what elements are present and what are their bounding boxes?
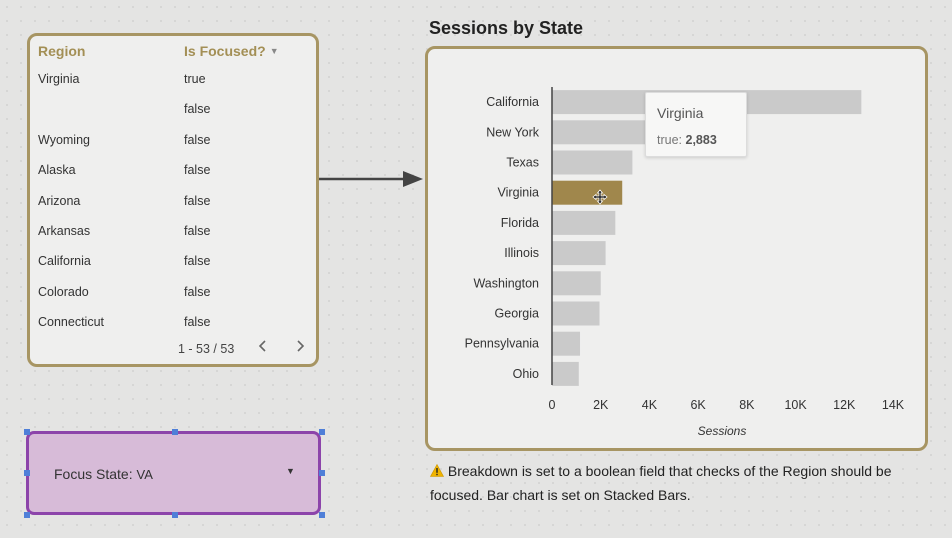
cell-is-focused: false <box>184 224 211 238</box>
bar-pennsylvania-false[interactable] <box>552 331 581 356</box>
table-row[interactable]: Colorado false <box>38 283 308 303</box>
category-label: Texas <box>506 156 539 170</box>
chevron-right-icon[interactable] <box>295 339 305 357</box>
cell-is-focused: false <box>184 163 211 177</box>
x-tick-label: 4K <box>642 398 658 412</box>
tooltip-title: Virginia <box>657 105 704 121</box>
filter-text: Focus State: VA <box>54 466 153 482</box>
chevron-left-icon[interactable] <box>258 339 268 357</box>
x-tick-label: 0 <box>549 398 556 412</box>
resize-handle[interactable] <box>172 429 178 435</box>
cell-is-focused: true <box>184 72 206 86</box>
cell-is-focused: false <box>184 102 211 116</box>
tooltip-line: true: 2,883 <box>657 133 717 147</box>
cell-region: Alaska <box>38 163 76 177</box>
category-label: Illinois <box>504 246 539 260</box>
cell-is-focused: false <box>184 194 211 208</box>
sort-desc-icon[interactable]: ▼ <box>269 46 279 56</box>
cell-is-focused: false <box>184 315 211 329</box>
chart-tooltip: Virginia true: 2,883 <box>645 92 747 157</box>
resize-handle[interactable] <box>24 512 30 518</box>
resize-handle[interactable] <box>24 429 30 435</box>
cell-is-focused: false <box>184 133 211 147</box>
region-table: Region Is Focused? ▼ Virginia true false W… <box>27 33 319 367</box>
note-text: Breakdown is set to a boolean field that… <box>430 463 892 503</box>
filter-label: Focus State <box>54 466 129 482</box>
category-label: Florida <box>501 216 539 230</box>
x-tick-label: 10K <box>784 398 807 412</box>
column-header-region[interactable]: Region <box>38 43 86 59</box>
pagination-label: 1 - 53 / 53 <box>178 342 235 356</box>
column-header-is-focused[interactable]: Is Focused? ▼ <box>184 43 279 59</box>
move-cursor-icon <box>592 189 608 205</box>
resize-handle[interactable] <box>319 429 325 435</box>
bar-florida-false[interactable] <box>552 210 616 235</box>
category-label: Virginia <box>498 186 540 200</box>
x-axis-title: Sessions <box>698 424 747 438</box>
filter-value: VA <box>136 467 153 482</box>
table-row[interactable]: Alaska false <box>38 161 308 181</box>
cell-region: California <box>38 254 91 268</box>
dropdown-caret-icon[interactable]: ▼ <box>286 466 295 476</box>
x-tick-label: 8K <box>739 398 755 412</box>
cell-region: Arizona <box>38 194 81 208</box>
warning-icon <box>430 464 444 477</box>
cell-is-focused: false <box>184 254 211 268</box>
cell-region: Colorado <box>38 285 89 299</box>
bar-chart[interactable]: California New York Texas Virginia Florida Il… <box>425 46 928 451</box>
bar-virginia-true[interactable] <box>552 180 623 205</box>
bar-washington-false[interactable] <box>552 271 601 296</box>
column-header-is-focused-label: Is Focused? <box>184 43 266 59</box>
resize-handle[interactable] <box>24 470 30 476</box>
table-row[interactable]: false <box>38 100 308 120</box>
category-label: Pennsylvania <box>465 337 539 351</box>
x-tick-label: 2K <box>593 398 609 412</box>
category-label: Washington <box>473 276 539 290</box>
resize-handle[interactable] <box>319 470 325 476</box>
category-label: Ohio <box>513 367 539 381</box>
x-tick-label: 6K <box>690 398 706 412</box>
cell-region: Connecticut <box>38 315 105 329</box>
chart-canvas: California New York Texas Virginia Florida Il… <box>465 87 905 438</box>
x-tick-label: 14K <box>882 398 905 412</box>
cell-region: Wyoming <box>38 133 90 147</box>
bar-texas-false[interactable] <box>552 150 633 175</box>
bar-georgia-false[interactable] <box>552 301 600 326</box>
tooltip-value: 2,883 <box>685 133 717 147</box>
table-row[interactable]: Virginia true <box>38 70 308 90</box>
bar-illinois-false[interactable] <box>552 241 606 266</box>
focus-state-filter[interactable]: Focus State: VA ▼ <box>24 429 325 518</box>
connector-arrow-icon <box>319 171 423 187</box>
category-label: New York <box>486 125 540 139</box>
note-text-block: Breakdown is set to a boolean field that… <box>430 459 930 507</box>
table-row[interactable]: Connecticut false <box>38 313 308 333</box>
category-label: Georgia <box>495 307 540 321</box>
table-row[interactable]: California false <box>38 252 308 272</box>
bar-ohio-false[interactable] <box>552 361 579 386</box>
table-row[interactable]: Arizona false <box>38 192 308 212</box>
x-tick-label: 12K <box>833 398 856 412</box>
cell-is-focused: false <box>184 285 211 299</box>
resize-handle[interactable] <box>172 512 178 518</box>
tooltip-series-label: true: <box>657 133 683 147</box>
category-label: California <box>486 95 539 109</box>
table-row[interactable]: Wyoming false <box>38 131 308 151</box>
table-row[interactable]: Arkansas false <box>38 222 308 242</box>
chart-title: Sessions by State <box>429 18 584 38</box>
cell-region: Virginia <box>38 72 80 86</box>
resize-handle[interactable] <box>319 512 325 518</box>
cell-region: Arkansas <box>38 224 91 238</box>
